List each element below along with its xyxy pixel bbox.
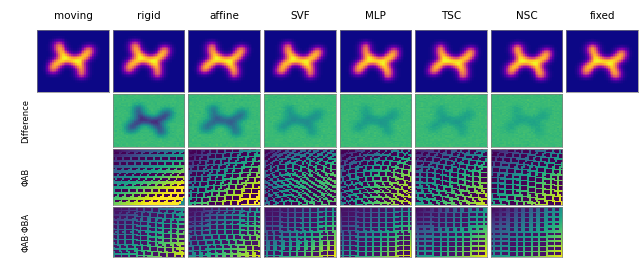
Text: affine: affine [209,11,239,21]
Text: TSC: TSC [441,11,461,21]
Text: MLP: MLP [365,11,386,21]
Text: ΦAB·ΦBA: ΦAB·ΦBA [21,212,30,252]
Text: ΦAB: ΦAB [21,168,30,186]
Text: Difference: Difference [21,99,30,143]
Text: fixed: fixed [589,11,615,21]
Text: rigid: rigid [137,11,161,21]
Text: SVF: SVF [290,11,310,21]
Text: NSC: NSC [516,11,538,21]
Text: moving: moving [54,11,92,21]
